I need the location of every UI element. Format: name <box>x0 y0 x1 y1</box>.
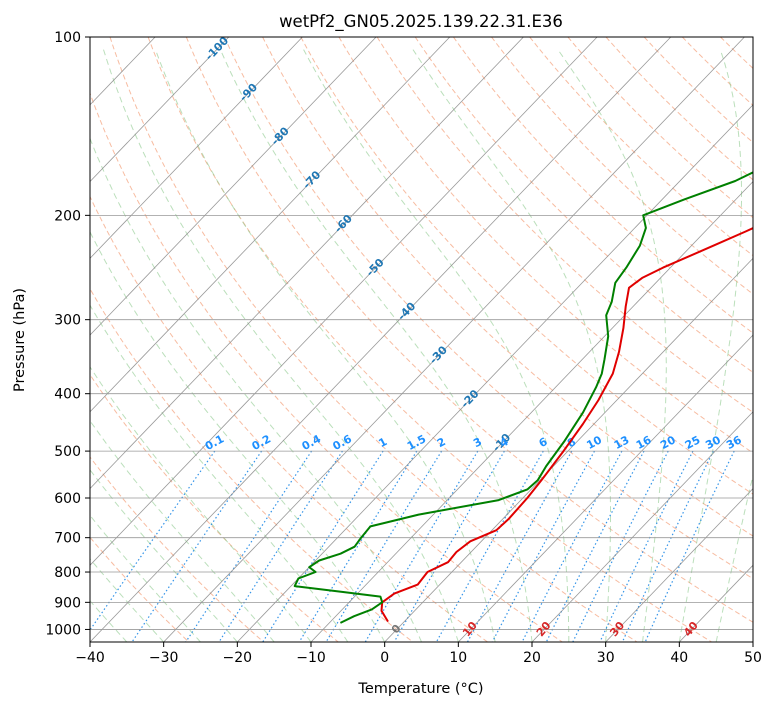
isotherm-line <box>90 37 377 336</box>
dry-adiabat-line <box>90 287 414 642</box>
moist-adiabat-line <box>557 49 667 642</box>
plot-frame <box>89 36 754 643</box>
dry-adiabat-line <box>90 536 190 642</box>
mixing-ratio-line <box>131 450 263 642</box>
x-tick-label: 0 <box>380 650 389 666</box>
x-tick-label: −40 <box>75 650 105 666</box>
x-tick-label: 50 <box>744 650 762 666</box>
reference-lines <box>90 37 775 642</box>
x-axis-ticks: −40 −30 −20 −10 0 10 20 30 40 50 <box>75 642 762 666</box>
mixing-ratio-label: 30 <box>703 433 723 452</box>
x-tick-label: 10 <box>449 650 467 666</box>
dry-adiabat-line <box>567 37 753 219</box>
moist-adiabat-line <box>90 304 349 642</box>
mixing-ratio-line <box>621 450 714 642</box>
isotherm-line <box>752 641 753 642</box>
y-tick-label: 800 <box>54 565 81 581</box>
x-axis-title: Temperature (°C) <box>357 681 483 697</box>
moist-adiabat-line <box>154 49 496 642</box>
isotherm-line <box>90 37 230 183</box>
dry-adiabat-line <box>491 37 753 295</box>
chart-title: wetPf2_GN05.2025.139.22.31.E36 <box>279 12 563 32</box>
y-tick-label: 500 <box>54 444 81 460</box>
y-axis-ticks: 100 200 300 400 500 600 700 800 900 1000 <box>45 30 90 638</box>
isotherm-line <box>605 487 753 642</box>
mixing-ratio-line <box>262 450 384 642</box>
mixing-ratio-line <box>364 450 479 642</box>
isotherm-line <box>0 37 8 642</box>
x-tick-label: −30 <box>149 650 179 666</box>
isotherm-line <box>90 37 672 642</box>
moist-adiabat-line <box>219 49 533 642</box>
mixing-ratio-label: 10 <box>584 433 604 452</box>
y-tick-label: 400 <box>54 387 81 403</box>
isotherm-line <box>90 37 451 413</box>
x-tick-label: −20 <box>223 650 253 666</box>
mixing-ratio-line <box>325 450 443 642</box>
y-tick-label: 700 <box>54 531 81 547</box>
grid-lines <box>0 37 753 642</box>
x-tick-label: 20 <box>523 650 541 666</box>
isotherm-line <box>310 181 753 642</box>
isotherm-line <box>90 37 598 566</box>
x-tick-label: 40 <box>670 650 688 666</box>
moist-adiabat-line <box>90 468 238 642</box>
y-tick-label: 600 <box>54 491 81 507</box>
moist-adiabat-line <box>90 419 275 642</box>
y-tick-label: 200 <box>54 208 81 224</box>
mixing-ratio-line <box>393 450 505 642</box>
temperature-profile-line <box>380 227 753 623</box>
y-axis-title: Pressure (hPa) <box>12 288 28 392</box>
moist-adiabat-line <box>715 473 753 642</box>
dry-adiabat-line <box>185 37 753 623</box>
dry-adiabat-line <box>224 37 753 580</box>
isotherm-line <box>531 411 753 642</box>
moist-adiabat-line <box>103 49 459 642</box>
moist-adiabat-line <box>90 230 386 642</box>
dry-adiabat-line <box>452 37 753 334</box>
profile-lines <box>293 171 753 624</box>
dry-adiabat-line <box>90 91 563 642</box>
mixing-ratio-label: 20 <box>658 433 678 452</box>
mixing-ratio-line <box>599 450 694 642</box>
isotherm-line <box>163 37 745 642</box>
mixing-ratio-label: 16 <box>634 433 654 452</box>
moist-adiabat-line <box>752 639 753 642</box>
isotherm-line <box>90 37 524 490</box>
dry-adiabat-line <box>109 37 638 642</box>
mixing-ratio-line <box>466 450 573 642</box>
dry-adiabat-line <box>90 456 264 642</box>
y-tick-label: 1000 <box>45 622 81 638</box>
mixing-ratio-label: 36 <box>724 433 744 452</box>
dry-adiabat-line <box>759 37 775 642</box>
moist-adiabat-line <box>678 49 742 642</box>
mixing-ratio-line <box>90 450 216 632</box>
mixing-ratio-line <box>521 450 623 642</box>
dry-adiabat-line <box>262 37 753 537</box>
dry-adiabat-line <box>643 37 753 144</box>
dry-adiabat-line <box>300 37 753 495</box>
mixing-ratio-line <box>298 450 418 642</box>
moist-adiabat-line <box>90 137 422 642</box>
mixing-ratio-label: 25 <box>683 433 703 452</box>
x-tick-label: −10 <box>296 650 326 666</box>
moist-adiabat-line <box>412 49 611 642</box>
isotherm-line <box>458 334 753 642</box>
dry-adiabat-line <box>90 195 488 642</box>
mixing-ratio-line <box>435 450 544 642</box>
isotherm-line <box>237 104 753 642</box>
isotherm-line <box>90 37 303 259</box>
isotherm-line <box>384 257 753 642</box>
dewpoint-profile-line <box>293 171 753 624</box>
y-tick-label: 100 <box>54 30 81 46</box>
dry-adiabat-line <box>376 37 753 413</box>
x-tick-label: 30 <box>597 650 615 666</box>
mixing-ratio-line <box>491 450 596 642</box>
y-tick-label: 900 <box>54 595 81 611</box>
moist-adiabat-line <box>303 49 570 642</box>
y-tick-label: 300 <box>54 313 81 329</box>
mixing-ratio-label: 13 <box>612 433 632 452</box>
